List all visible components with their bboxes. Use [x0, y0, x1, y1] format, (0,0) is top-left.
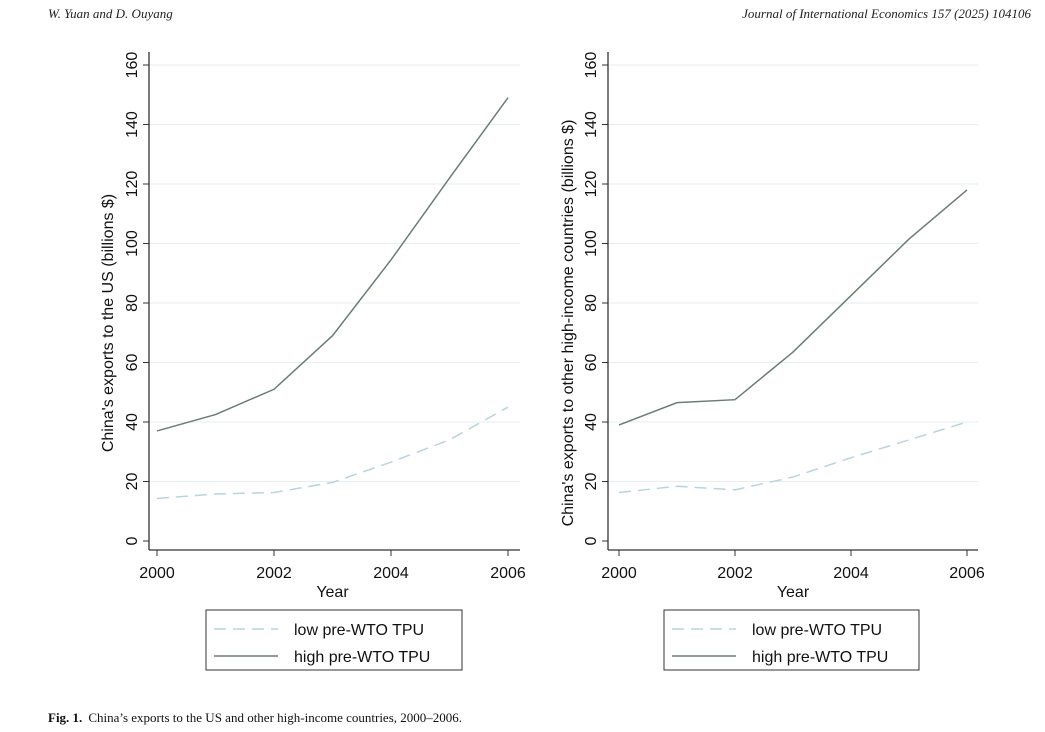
x-tick-label: 2006 [490, 565, 526, 582]
y-tick-label: 160 [583, 52, 600, 79]
x-tick-label: 2006 [949, 565, 985, 582]
y-tick-label: 0 [124, 536, 141, 545]
series-line-low [156, 406, 509, 500]
y-tick-label: 100 [124, 230, 141, 257]
series-line-high [618, 189, 968, 426]
y-tick-label: 140 [124, 111, 141, 138]
caption-text: China’s exports to the US and other high… [88, 710, 463, 725]
x-axis-label: Year [777, 584, 810, 601]
y-tick-label: 20 [583, 473, 600, 491]
series-line-low [618, 421, 968, 494]
legend-label: high pre-WTO TPU [294, 649, 430, 666]
y-tick-label: 160 [124, 52, 141, 79]
legend-label: low pre-WTO TPU [752, 622, 882, 639]
x-tick-label: 2000 [139, 565, 175, 582]
y-tick-label: 40 [583, 413, 600, 431]
running-header-journal: Journal of International Economics 157 (… [742, 6, 1031, 21]
y-tick-label: 100 [583, 230, 600, 257]
x-tick-label: 2002 [256, 565, 292, 582]
legend: low pre-WTO TPU high pre-WTO TPU [205, 609, 463, 671]
y-tick-label: 80 [124, 294, 141, 312]
x-tick-label: 2002 [717, 565, 753, 582]
y-axis-label: China's exports to other high-income cou… [560, 120, 577, 527]
x-tick-label: 2004 [373, 565, 409, 582]
y-tick-label: 40 [124, 413, 141, 431]
y-tick-label: 60 [124, 354, 141, 372]
series-line-high [156, 97, 509, 432]
legend-label: low pre-WTO TPU [294, 622, 424, 639]
y-axis-label: China's exports to the US (billions $) [100, 194, 117, 452]
y-tick-label: 140 [583, 111, 600, 138]
x-tick-label: 2004 [833, 565, 869, 582]
y-tick-label: 0 [583, 536, 600, 545]
y-tick-label: 60 [583, 354, 600, 372]
chart-2: 0 20 40 60 80 100 120 140 160 2000 2002 2004 2006 Yea… [560, 52, 985, 671]
figure-caption: Fig. 1. China’s exports to the US and oth… [48, 710, 462, 726]
legend-box [205, 609, 463, 671]
y-tick-label: 20 [124, 473, 141, 491]
figure: 0 20 40 60 80 100 120 140 160 2000 2002 2004 2006 Yea… [100, 52, 985, 671]
y-tick-label: 120 [124, 171, 141, 198]
x-tick-label: 2000 [601, 565, 637, 582]
y-tick-label: 80 [583, 294, 600, 312]
legend-label: high pre-WTO TPU [752, 649, 888, 666]
caption-label: Fig. 1. [48, 710, 83, 725]
legend-box [663, 609, 920, 671]
legend: low pre-WTO TPU high pre-WTO TPU [663, 609, 920, 671]
y-tick-label: 120 [583, 171, 600, 198]
chart-1: 0 20 40 60 80 100 120 140 160 2000 2002 2004 2006 Yea… [100, 52, 526, 671]
x-axis-label: Year [316, 584, 349, 601]
running-header-authors: W. Yuan and D. Ouyang [48, 6, 173, 21]
